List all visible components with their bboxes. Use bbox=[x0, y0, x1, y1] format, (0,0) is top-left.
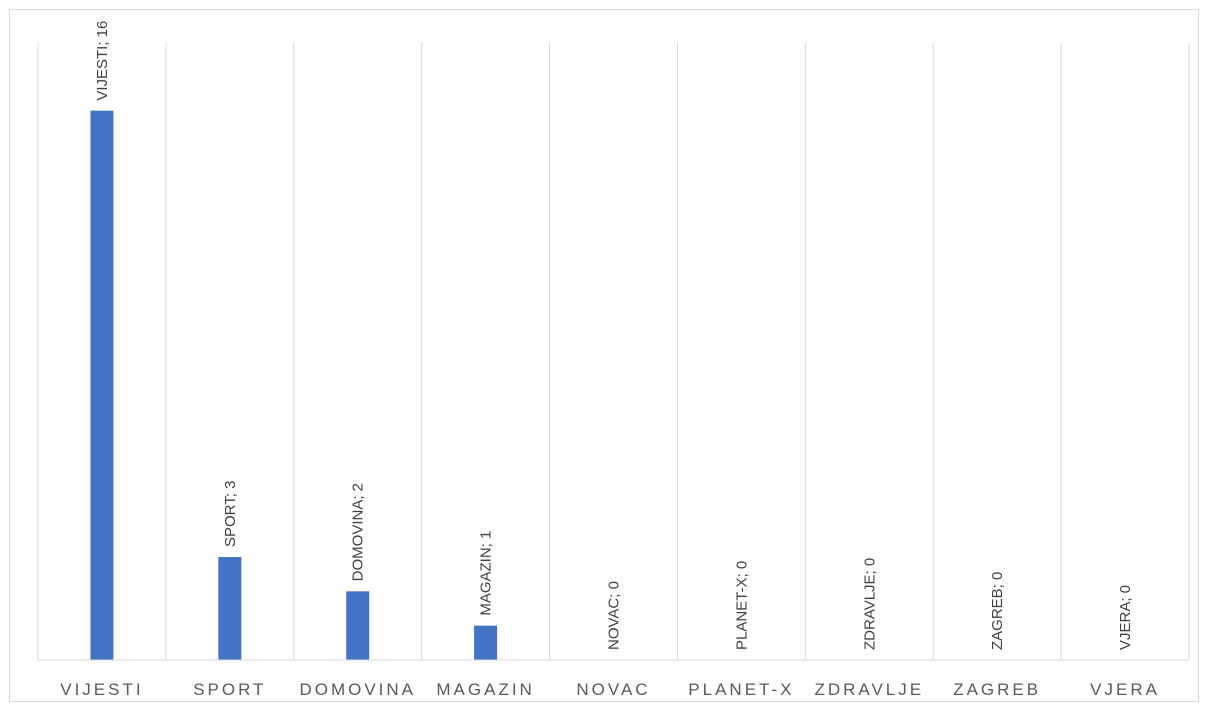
bar-magazin bbox=[474, 625, 498, 660]
category-labels: VIJESTI SPORT DOMOVINA MAGAZIN NOVAC PLANET-X… bbox=[60, 680, 1160, 699]
data-label-domovina: DOMOVINA; 2 bbox=[350, 483, 367, 581]
bar-sport bbox=[218, 557, 242, 660]
data-label-zdravlje: ZDRAVLJE; 0 bbox=[861, 558, 878, 650]
data-label-magazin: MAGAZIN; 1 bbox=[478, 531, 495, 616]
category-label-planet-x: PLANET-X bbox=[688, 680, 794, 699]
category-label-vjera: VJERA bbox=[1090, 680, 1160, 699]
category-label-zagreb: ZAGREB bbox=[953, 680, 1041, 699]
category-label-magazin: MAGAZIN bbox=[436, 680, 534, 699]
bar-vijesti bbox=[90, 110, 114, 660]
chart-area bbox=[9, 9, 1199, 702]
data-label-novac: NOVAC; 0 bbox=[606, 581, 623, 650]
category-label-zdravlje: ZDRAVLJE bbox=[814, 680, 924, 699]
bars bbox=[90, 110, 498, 660]
category-label-novac: NOVAC bbox=[576, 680, 650, 699]
data-label-zagreb: ZAGREB; 0 bbox=[989, 572, 1006, 650]
data-label-sport: SPORT; 3 bbox=[222, 481, 239, 547]
data-label-vjera: VJERA; 0 bbox=[1117, 585, 1134, 650]
data-label-planet-x: PLANET-X; 0 bbox=[733, 561, 750, 650]
bar-domovina bbox=[346, 591, 370, 660]
category-label-domovina: DOMOVINA bbox=[299, 680, 416, 699]
category-label-sport: SPORT bbox=[193, 680, 266, 699]
gridlines bbox=[37, 42, 1190, 660]
data-labels: VIJESTI; 16 SPORT; 3 DOMOVINA; 2 MAGAZIN; 1… bbox=[94, 21, 1134, 650]
data-label-vijesti: VIJESTI; 16 bbox=[94, 21, 111, 101]
category-label-vijesti: VIJESTI bbox=[60, 680, 143, 699]
